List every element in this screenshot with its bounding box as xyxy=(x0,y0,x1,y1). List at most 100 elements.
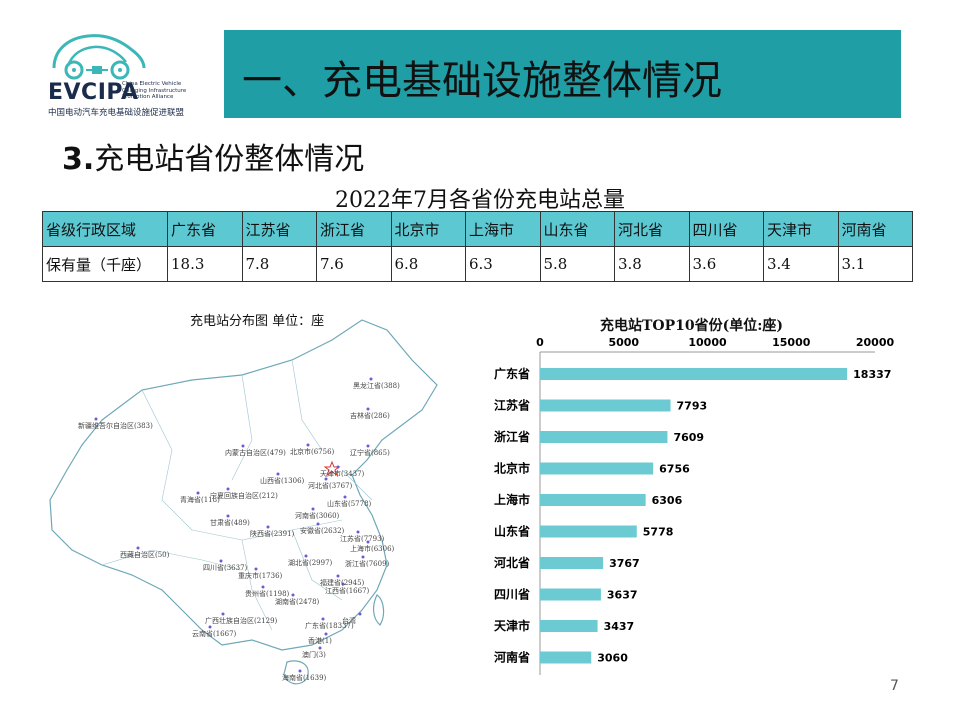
map-point xyxy=(366,444,370,448)
map-point xyxy=(316,522,320,526)
map-point xyxy=(226,514,230,518)
logo-wordmark: EVCIPA xyxy=(48,80,139,105)
bar xyxy=(540,399,671,412)
map-point xyxy=(221,612,225,616)
category-label: 广东省 xyxy=(494,366,530,381)
map-label: 安徽省(2632) xyxy=(300,526,345,535)
map-point xyxy=(311,507,315,511)
map-point xyxy=(261,585,265,589)
bar xyxy=(540,368,848,380)
map-point xyxy=(276,472,280,476)
map-point xyxy=(266,525,270,529)
table-header-cell: 天津市 xyxy=(763,211,839,247)
map-point xyxy=(336,574,340,578)
map-label: 黑龙江省(388) xyxy=(353,381,400,390)
table-value-cell: 18.3 xyxy=(167,246,243,282)
table-header-cell: 北京市 xyxy=(390,211,466,247)
map-label: 上海市(6306) xyxy=(350,544,395,553)
map-point xyxy=(291,593,295,597)
map-label: 内蒙古自治区(479) xyxy=(225,448,286,457)
map-label: 北京市(6756) xyxy=(290,447,335,456)
map-label: 浙江省(7609) xyxy=(345,559,390,568)
category-label: 江苏省 xyxy=(494,398,530,413)
table-header-cell: 浙江省 xyxy=(316,211,392,247)
map-label: 湖北省(2997) xyxy=(288,558,333,567)
category-label: 四川省 xyxy=(494,587,530,602)
table-header-cell: 河南省 xyxy=(837,211,913,247)
map-label: 海南省(1639) xyxy=(282,673,327,682)
map-point xyxy=(306,443,310,447)
map-label: 江苏省(7793) xyxy=(340,534,385,543)
map-label: 新疆维吾尔自治区(383) xyxy=(78,421,153,430)
chart-title: 充电站TOP10省份(单位:座) xyxy=(600,318,784,334)
data-label: 3060 xyxy=(597,652,628,665)
category-label: 上海市 xyxy=(494,492,530,507)
map-point xyxy=(341,582,345,586)
bar xyxy=(540,525,637,538)
table-header-row: 省级行政区域 广东省 江苏省 浙江省 北京市 上海市 山东省 河北省 四川省 天津市 河南省 xyxy=(42,211,913,247)
data-label: 5778 xyxy=(643,526,674,539)
logo-english-subtitle: China Electric Vehicle Charging Infrastr… xyxy=(122,81,187,100)
category-label: 河北省 xyxy=(493,555,530,570)
table-header-cell: 江苏省 xyxy=(241,211,317,247)
map-label: 甘肃省(489) xyxy=(210,518,250,527)
map-label: 西藏自治区(50) xyxy=(120,550,170,559)
table-value-cell: 3.6 xyxy=(688,246,764,282)
map-point xyxy=(304,554,308,558)
category-label: 天津市 xyxy=(494,618,530,633)
table-header-cell: 广东省 xyxy=(167,211,243,247)
map-label-group: 黑龙江省(388) 吉林省(286) 辽宁省(865) 内蒙古自治区(479) 北京市(… xyxy=(78,377,400,682)
data-label: 7793 xyxy=(677,400,708,413)
map-point xyxy=(358,612,362,616)
map-point xyxy=(219,559,223,563)
map-point xyxy=(254,567,258,571)
section-text: 充电站省份整体情况 xyxy=(94,142,365,177)
map-point xyxy=(226,487,230,491)
table-title: 2022年7月各省份充电站总量 xyxy=(335,188,625,213)
map-label: 四川省(3637) xyxy=(203,563,248,572)
data-label: 18337 xyxy=(853,368,891,381)
x-tick-label: 15000 xyxy=(772,336,811,349)
map-label: 天津市(3437) xyxy=(320,469,365,478)
map-label: 澳门(3) xyxy=(302,650,326,659)
table-value-cell: 7.6 xyxy=(316,246,392,282)
table-value-cell: 6.3 xyxy=(465,246,541,282)
row-header-region: 省级行政区域 xyxy=(42,211,168,247)
map-point xyxy=(366,407,370,411)
data-label: 3637 xyxy=(607,589,638,602)
map-point xyxy=(336,465,340,469)
hainan-island xyxy=(283,660,309,685)
data-label: 3437 xyxy=(604,620,635,633)
province-borders xyxy=(101,359,373,631)
x-tick-label: 10000 xyxy=(688,336,727,349)
row-header-count: 保有量（千座） xyxy=(42,246,168,282)
map-point xyxy=(241,444,245,448)
bar xyxy=(540,588,601,601)
table-value-cell: 3.8 xyxy=(614,246,690,282)
map-point xyxy=(356,530,360,534)
table-header-cell: 四川省 xyxy=(688,211,764,247)
table-header-cell: 山东省 xyxy=(539,211,615,247)
table-value-cell: 7.8 xyxy=(241,246,317,282)
map-label: 香港(1) xyxy=(308,636,332,645)
province-table: 省级行政区域 广东省 江苏省 浙江省 北京市 上海市 山东省 河北省 四川省 天津市 河南省 保有… xyxy=(42,211,913,282)
bar xyxy=(540,651,592,664)
map-label: 江西省(1667) xyxy=(325,586,370,595)
map-point xyxy=(298,669,302,673)
map-label: 辽宁省(865) xyxy=(350,448,390,457)
x-tick-label: 20000 xyxy=(856,336,895,349)
logo-chinese-name: 中国电动汽车充电基础设施促进联盟 xyxy=(48,108,185,118)
map-label: 河北省(3767) xyxy=(308,481,353,490)
map-label: 广东省(18337) xyxy=(305,621,354,630)
map-label: 福建省(2945) xyxy=(320,578,365,587)
table-value-cell: 3.4 xyxy=(763,246,839,282)
x-tick-label: 5000 xyxy=(608,336,639,349)
map-label: 河南省(3060) xyxy=(295,511,340,520)
map-point xyxy=(208,625,212,629)
table-value-row: 保有量（千座） 18.3 7.8 7.6 6.8 6.3 5.8 3.8 3.6 3.4 3.1 xyxy=(42,246,913,282)
map-point xyxy=(324,477,328,481)
map-point xyxy=(196,491,200,495)
data-label: 6756 xyxy=(659,463,690,476)
map-point xyxy=(318,646,322,650)
table-value-cell: 5.8 xyxy=(539,246,615,282)
